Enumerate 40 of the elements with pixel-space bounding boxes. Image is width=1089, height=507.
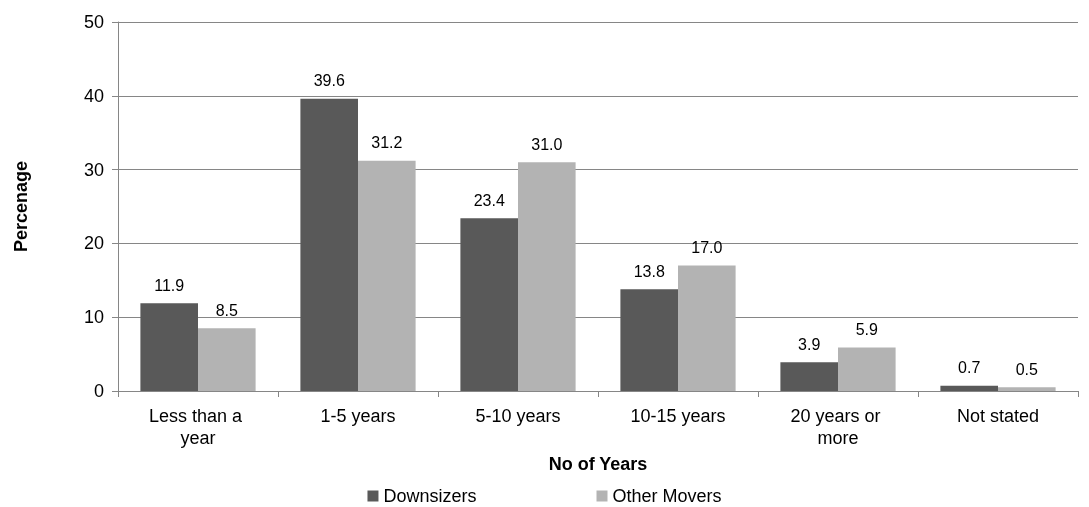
x-tick-label: 20 years or more bbox=[790, 406, 886, 448]
data-label: 5.9 bbox=[855, 320, 879, 338]
data-label: 39.6 bbox=[313, 72, 345, 90]
bar bbox=[300, 98, 358, 391]
bar bbox=[678, 265, 736, 391]
y-tick-label: 0 bbox=[93, 381, 104, 401]
data-label: 8.5 bbox=[215, 301, 239, 319]
bar bbox=[460, 218, 518, 391]
data-label: 13.8 bbox=[633, 262, 665, 280]
y-tick-label: 20 bbox=[83, 233, 104, 254]
data-label: 31.2 bbox=[371, 134, 403, 152]
data-label: 0.7 bbox=[958, 359, 981, 377]
y-tick-label: 10 bbox=[83, 307, 104, 328]
bar bbox=[940, 385, 998, 391]
x-tick-label: Not stated bbox=[956, 406, 1040, 426]
data-label: 11.9 bbox=[154, 276, 185, 294]
bar bbox=[838, 347, 896, 391]
x-tick-label: 1-5 years bbox=[320, 406, 396, 426]
data-label: 0.5 bbox=[1015, 360, 1039, 378]
x-tick-label: 5-10 years bbox=[475, 406, 561, 426]
legend-label: Downsizers bbox=[383, 486, 477, 506]
x-tick-label: 10-15 years bbox=[630, 406, 726, 426]
bar bbox=[998, 387, 1056, 391]
bar bbox=[140, 303, 198, 391]
y-tick-label: 50 bbox=[83, 12, 104, 32]
y-tick-label: 40 bbox=[83, 85, 104, 106]
data-label: 23.4 bbox=[473, 191, 505, 209]
legend-label: Other Movers bbox=[612, 486, 722, 506]
bar bbox=[620, 289, 678, 391]
data-label: 17.0 bbox=[691, 239, 723, 257]
data-label: 31.0 bbox=[531, 135, 563, 153]
x-tick-label: Less than a year bbox=[148, 406, 248, 448]
data-label: 3.9 bbox=[798, 335, 821, 353]
bar bbox=[780, 362, 838, 391]
bar bbox=[198, 328, 256, 391]
x-axis-title: No of Years bbox=[548, 454, 648, 474]
bar bbox=[358, 160, 416, 391]
y-tick-label: 30 bbox=[83, 159, 104, 180]
bar bbox=[518, 162, 576, 391]
y-axis-title: Percenage bbox=[11, 160, 31, 253]
